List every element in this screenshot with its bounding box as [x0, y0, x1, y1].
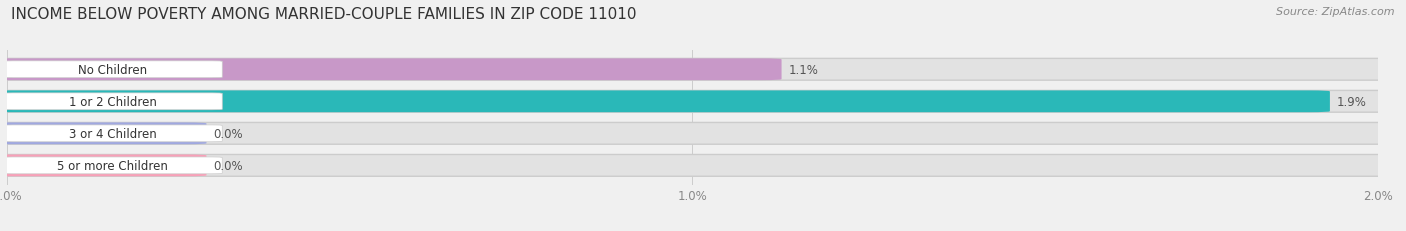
FancyBboxPatch shape: [0, 91, 1399, 113]
Text: 0.0%: 0.0%: [214, 127, 243, 140]
Text: 1.1%: 1.1%: [789, 64, 818, 76]
FancyBboxPatch shape: [3, 157, 222, 174]
FancyBboxPatch shape: [0, 123, 1399, 145]
Text: 1.9%: 1.9%: [1337, 95, 1367, 108]
FancyBboxPatch shape: [0, 155, 207, 176]
Text: Source: ZipAtlas.com: Source: ZipAtlas.com: [1277, 7, 1395, 17]
Text: 5 or more Children: 5 or more Children: [58, 159, 169, 172]
FancyBboxPatch shape: [3, 94, 222, 110]
FancyBboxPatch shape: [3, 62, 222, 78]
FancyBboxPatch shape: [3, 125, 222, 142]
Text: 3 or 4 Children: 3 or 4 Children: [69, 127, 156, 140]
FancyBboxPatch shape: [0, 91, 1330, 113]
Text: 1 or 2 Children: 1 or 2 Children: [69, 95, 156, 108]
Text: INCOME BELOW POVERTY AMONG MARRIED-COUPLE FAMILIES IN ZIP CODE 11010: INCOME BELOW POVERTY AMONG MARRIED-COUPL…: [11, 7, 637, 22]
Text: 0.0%: 0.0%: [214, 159, 243, 172]
FancyBboxPatch shape: [0, 155, 1399, 176]
FancyBboxPatch shape: [0, 123, 207, 145]
FancyBboxPatch shape: [0, 59, 1399, 81]
Text: No Children: No Children: [77, 64, 148, 76]
FancyBboxPatch shape: [0, 59, 782, 81]
